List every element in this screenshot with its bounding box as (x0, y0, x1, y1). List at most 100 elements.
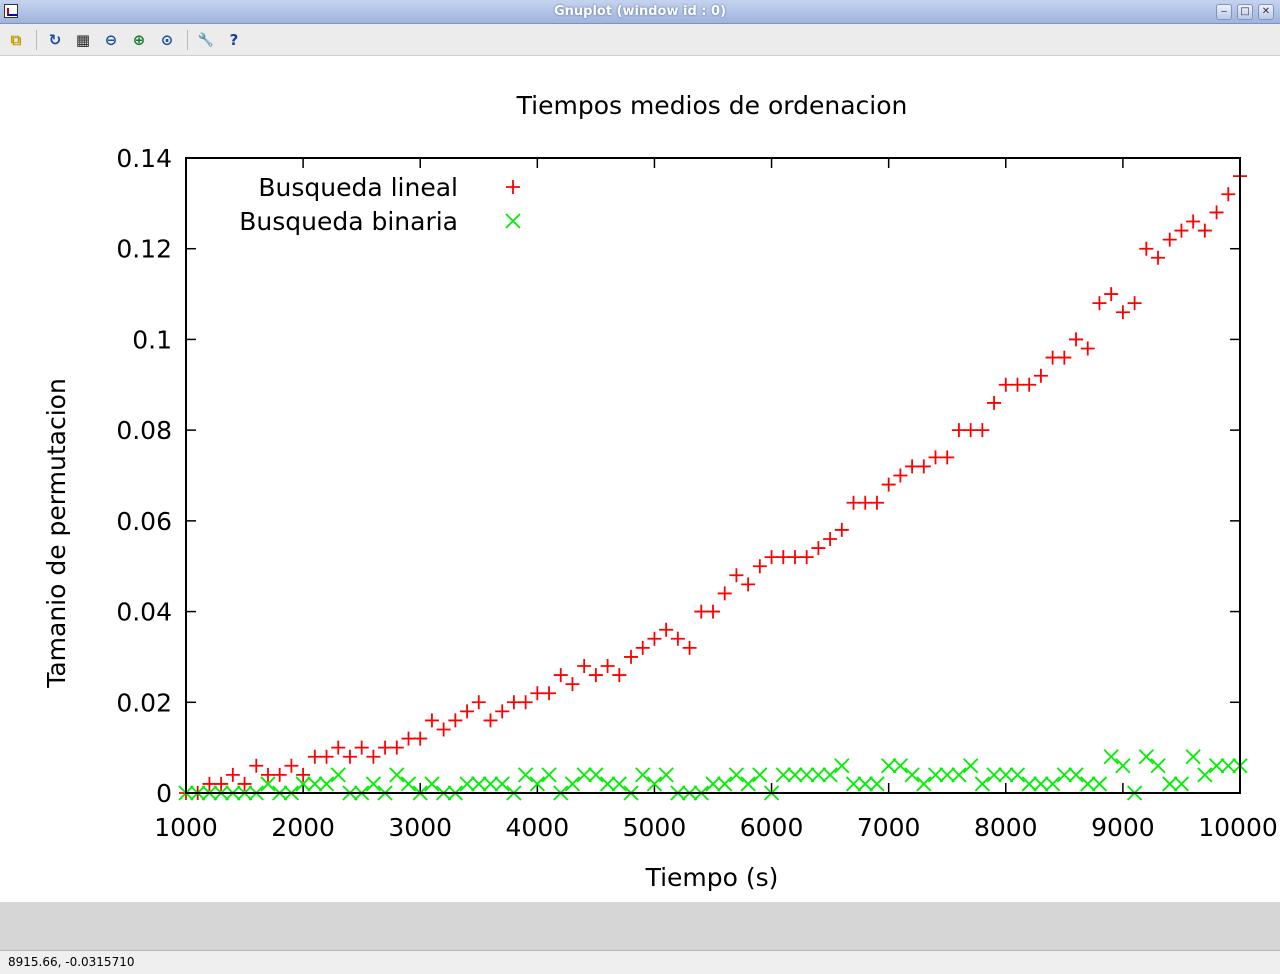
autoscale-button[interactable]: ⊙ (157, 30, 177, 50)
data-point-lineal (741, 577, 756, 592)
data-point-lineal (401, 731, 416, 746)
maximize-button[interactable]: □ (1237, 4, 1253, 20)
zoom-next-button[interactable]: ⊕ (129, 30, 149, 50)
data-point-binaria (951, 767, 967, 783)
grid-button[interactable]: ▦ (73, 30, 93, 50)
data-point-lineal (565, 677, 580, 692)
data-point-binaria (1044, 776, 1061, 792)
y-tick-label: 0.08 (116, 416, 172, 445)
data-point-lineal (202, 776, 217, 791)
data-point-binaria (1080, 776, 1096, 792)
data-point-lineal (354, 740, 369, 755)
window-titlebar[interactable]: Gnuplot (window id : 0) ‒ □ ✕ (0, 0, 1280, 24)
data-point-binaria (260, 776, 276, 792)
data-point-lineal (413, 731, 428, 746)
data-point-binaria (963, 758, 979, 774)
data-point-binaria (564, 776, 581, 792)
data-point-lineal (776, 550, 791, 565)
data-point-binaria (646, 776, 663, 792)
data-point-lineal (1186, 214, 1201, 229)
data-point-binaria (775, 767, 791, 783)
data-point-binaria (904, 767, 920, 783)
replot-button[interactable]: ↻ (45, 30, 65, 50)
data-point-binaria (740, 776, 756, 792)
data-point-lineal (682, 640, 697, 655)
data-point-lineal (1092, 296, 1107, 311)
zoom-next-icon: ⊕ (132, 31, 146, 49)
data-point-binaria (482, 776, 499, 792)
zoom-previous-icon: ⊖ (104, 31, 118, 49)
data-point-lineal (659, 622, 674, 637)
data-point-lineal (214, 776, 229, 791)
legend-marker-binaria (505, 213, 521, 229)
data-point-lineal (928, 450, 943, 465)
plot-area[interactable]: Tiempos medios de ordenacion Tiempo (s) … (0, 56, 1280, 902)
scatter-chart[interactable]: Tiempos medios de ordenacion Tiempo (s) … (0, 56, 1280, 902)
data-point-binaria (576, 767, 592, 783)
data-point-lineal (1069, 332, 1084, 347)
replot-icon: ↻ (48, 31, 62, 49)
data-point-lineal (670, 631, 685, 646)
data-point-binaria (1220, 758, 1236, 774)
data-point-lineal (495, 704, 510, 719)
data-point-binaria (728, 767, 745, 783)
axis-ticks: 1000 2000 3000 4000 5000 6000 7000 8000 9000 1000… (116, 144, 1277, 842)
data-point-binaria (1173, 776, 1190, 792)
data-point-lineal (588, 668, 603, 683)
data-point-binaria (998, 767, 1014, 783)
y-tick-label: 0.06 (116, 507, 172, 536)
data-point-binaria (927, 767, 944, 783)
options-button[interactable]: 🔧 (196, 30, 216, 50)
data-point-binaria (974, 776, 990, 792)
minimize-button[interactable]: ‒ (1216, 4, 1232, 20)
data-point-lineal (506, 695, 521, 710)
data-point-lineal (916, 459, 931, 474)
data-point-lineal (951, 423, 966, 438)
legend-marker-lineal (506, 180, 520, 194)
data-point-lineal (694, 604, 709, 619)
data-point-lineal (424, 713, 439, 728)
data-point-lineal (378, 740, 393, 755)
data-point-lineal (834, 522, 849, 537)
zoom-previous-button[interactable]: ⊖ (101, 30, 121, 50)
data-point-binaria (705, 776, 721, 792)
data-point-lineal (963, 423, 978, 438)
autoscale-icon: ⊙ (160, 31, 174, 49)
data-point-binaria (717, 776, 733, 792)
data-point-binaria (939, 767, 955, 783)
y-tick-label: 0.12 (116, 235, 172, 264)
status-bar: 8915.66, -0.0315710 (0, 950, 1280, 974)
data-point-binaria (295, 776, 311, 792)
data-point-lineal (296, 767, 311, 782)
data-point-binaria (318, 776, 335, 792)
data-point-binaria (752, 767, 768, 783)
data-point-lineal (542, 686, 557, 701)
data-point-lineal (881, 477, 896, 492)
data-point-lineal (1139, 241, 1154, 256)
data-point-lineal (1033, 368, 1048, 383)
data-point-binaria (799, 767, 815, 783)
data-point-binaria (471, 776, 487, 792)
copy-to-clipboard-button[interactable]: ⧉ (6, 30, 26, 50)
data-point-lineal (577, 659, 592, 673)
data-point-binaria (389, 767, 405, 783)
data-point-binaria (834, 758, 850, 774)
data-point-lineal (647, 631, 662, 646)
data-point-binaria (1197, 767, 1213, 783)
data-point-lineal (249, 758, 264, 773)
close-button[interactable]: ✕ (1258, 4, 1274, 20)
data-point-binaria (365, 776, 382, 792)
data-point-lineal (1197, 223, 1212, 238)
data-point-lineal (1080, 341, 1095, 356)
data-point-binaria (1103, 749, 1119, 765)
legend: Busqueda lineal Busqueda binaria (239, 173, 521, 236)
x-tick-label: 9000 (1091, 813, 1155, 842)
data-point-lineal (483, 713, 498, 728)
data-point-lineal (729, 568, 744, 583)
x-tick-label: 4000 (506, 813, 570, 842)
data-point-binaria (822, 767, 838, 783)
data-point-binaria (892, 758, 909, 774)
help-button[interactable]: ? (224, 30, 244, 50)
data-point-binaria (1033, 776, 1049, 792)
data-point-binaria (400, 776, 417, 792)
